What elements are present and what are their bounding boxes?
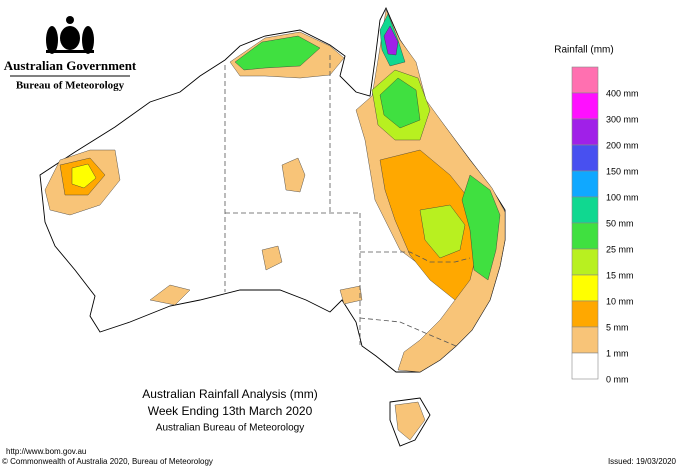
rain-area: [419, 204, 466, 259]
legend-title: Rainfall (mm): [554, 45, 613, 56]
url: http://www.bom.gov.au: [6, 447, 86, 456]
legend-label: 150 mm: [606, 166, 639, 176]
map-source: Australian Bureau of Meteorology: [156, 423, 304, 434]
rain-area: [394, 401, 426, 441]
legend: Rainfall (mm) 400 mm 300 mm 200 mm 150 mm 10…: [554, 45, 638, 385]
emblem: [46, 16, 94, 54]
legend-swatch: [571, 326, 599, 354]
copyright: © Commonwealth of Australia 2020, Bureau…: [2, 457, 213, 466]
legend-swatch: [571, 274, 599, 302]
legend-label: 25 mm: [606, 244, 634, 254]
legend-label: 300 mm: [606, 114, 639, 124]
rain-area: [339, 285, 363, 305]
map: [39, 6, 506, 447]
legend-label: 15 mm: [606, 270, 634, 280]
legend-swatch: [571, 222, 599, 250]
rain-area: [149, 284, 191, 306]
legend-swatch: [571, 248, 599, 276]
legend-label: 50 mm: [606, 218, 634, 228]
rain-area: [71, 163, 97, 189]
rain-area: [379, 77, 421, 129]
legend-swatch: [571, 170, 599, 198]
legend-label: 100 mm: [606, 192, 639, 202]
legend-swatch: [571, 352, 599, 380]
legend-label: 10 mm: [606, 296, 634, 306]
legend-swatch: [571, 66, 599, 94]
legend-swatch: [571, 144, 599, 172]
rain-area: [383, 25, 399, 56]
legend-label: 200 mm: [606, 140, 639, 150]
issued-date: Issued: 19/03/2020: [608, 457, 677, 466]
legend-swatch: [571, 300, 599, 328]
rain-area: [261, 245, 283, 271]
government-name: Australian Government: [4, 58, 137, 73]
legend-swatch: [571, 196, 599, 224]
rain-area: [281, 157, 306, 193]
legend-label: 400 mm: [606, 88, 639, 98]
legend-swatch: [571, 118, 599, 146]
legend-swatch: [571, 92, 599, 120]
map-title: Australian Rainfall Analysis (mm): [142, 387, 317, 401]
legend-label: 5 mm: [606, 322, 629, 332]
legend-label: 0 mm: [606, 374, 629, 384]
map-subtitle: Week Ending 13th March 2020: [148, 404, 313, 418]
bureau-name: Bureau of Meteorology: [16, 80, 125, 92]
rain-area: [234, 35, 321, 71]
legend-label: 1 mm: [606, 348, 629, 358]
rain-area: [461, 174, 501, 281]
state-border: [224, 55, 471, 347]
